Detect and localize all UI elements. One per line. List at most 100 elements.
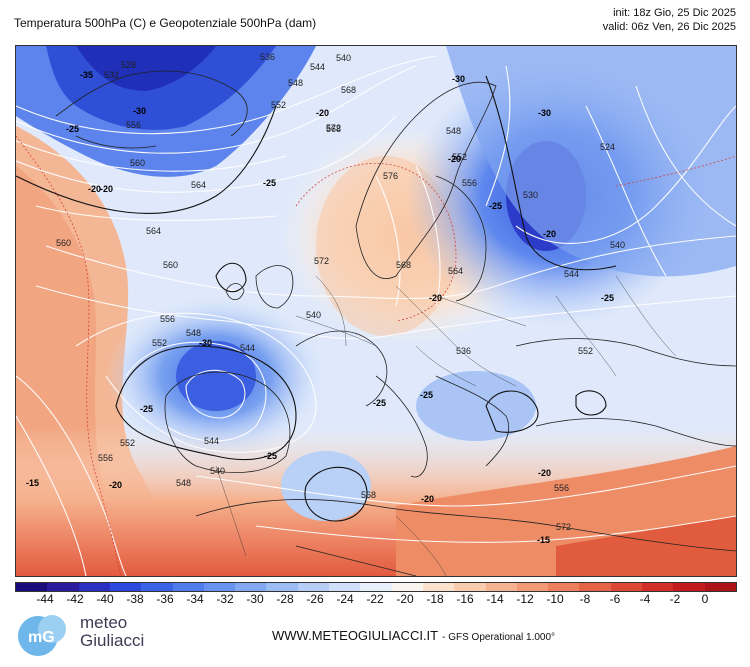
temp-label: -20 [88,184,101,194]
colorbar-swatch [78,583,111,591]
colorbar-tick: -16 [456,592,474,606]
colorbar-swatch [610,583,643,591]
height-label: 568 [341,85,356,95]
valid-time: valid: 06z Ven, 26 Dic 2025 [602,21,736,33]
country-borders [215,275,677,576]
temp-label: -20 [109,480,122,490]
colorbar-swatch [454,583,487,591]
colorbar-tick: -12 [516,592,534,606]
colorbar-tick: -28 [276,592,294,606]
height-label: 568 [361,490,376,500]
height-label: 548 [186,328,201,338]
height-label: 568 [326,124,341,134]
colorbar-swatch [360,583,393,591]
colorbar-swatch [704,583,737,591]
temp-label: -35 [80,70,93,80]
height-label: 552 [120,438,135,448]
brand-line2: Giuliacci [80,631,145,650]
colorbar-swatch [329,583,361,591]
colorbar-swatch [47,583,80,591]
height-label: 572 [314,256,329,266]
brand-name: meteo Giuliacci [80,614,144,650]
height-labels: 528 532 536 540 544 548 552 556 560 564 … [56,52,625,532]
temp-label: -30 [452,74,465,84]
colorbar-swatch [391,583,424,591]
temp-label: -25 [263,178,276,188]
height-label: 544 [310,62,325,72]
temp-label: -20 [429,293,442,303]
temperature-isolines-warm [16,135,736,576]
colorbar-tick: -24 [336,592,354,606]
init-time: init: 18z Gio, 25 Dic 2025 [613,7,736,19]
temperature-labels: -35 -30 -25 -20 -20 -25 -30 -30 -25 -20 … [26,70,614,545]
height-label: 552 [578,346,593,356]
meteogiuliacci-logo: mG [18,615,66,656]
height-label: 536 [456,346,471,356]
height-label: 560 [163,260,178,270]
height-label: 564 [146,226,161,236]
colorbar-tick: -44 [36,592,54,606]
temp-label: -25 [601,293,614,303]
colorbar-tick: -2 [669,592,681,606]
height-label: 560 [56,238,71,248]
temp-label: -20 [100,184,113,194]
temp-label: -25 [489,201,502,211]
colorbar-swatch [172,583,205,591]
temp-label: -25 [66,124,79,134]
height-label: 540 [210,466,225,476]
colorbar-swatch [266,583,299,591]
temperature-colorbar [15,582,737,592]
colorbar-swatch [16,583,48,591]
colorbar-tick: -14 [486,592,504,606]
footer: WWW.METEOGIULIACCI.IT - GFS Operational 1… [272,628,555,643]
height-label: 548 [288,78,303,88]
height-label: 556 [554,483,569,493]
height-label: 556 [126,120,141,130]
height-label: 540 [306,310,321,320]
height-label: 530 [523,190,538,200]
colorbar-tick: -8 [579,592,591,606]
colorbar-swatch [642,583,674,591]
colorbar-tick: 0 [701,592,709,606]
height-label: 556 [462,178,477,188]
temperature-isolines [16,75,617,522]
colorbar-swatch [141,583,173,591]
colorbar-swatch [203,583,236,591]
colorbar-swatch [516,583,549,591]
colorbar-swatch [485,583,518,591]
colorbar-swatch [548,583,580,591]
temp-label: -25 [373,398,386,408]
height-label: 544 [240,343,255,353]
run-info: init: 18z Gio, 25 Dic 2025 valid: 06z Ve… [603,6,736,34]
colorbar-tick: -30 [246,592,264,606]
height-label: 540 [610,240,625,250]
colorbar-tick: -38 [126,592,144,606]
height-label: 572 [556,522,571,532]
colorbar-tick: -40 [96,592,114,606]
colorbar-swatch [579,583,612,591]
temp-label: -20 [543,229,556,239]
height-label: 548 [446,126,461,136]
height-label: 560 [130,158,145,168]
colorbar-swatch [235,583,267,591]
model-info: - GFS Operational 1.000° [442,632,556,643]
height-label: 552 [452,152,467,162]
colorbar-tick: -22 [366,592,384,606]
temp-label: -15 [537,535,550,545]
height-label: 552 [271,100,286,110]
brand-line1: meteo [80,613,128,632]
height-label: 540 [336,53,351,63]
height-label: 568 [396,260,411,270]
height-label: 536 [260,52,275,62]
height-label: 544 [564,269,579,279]
temp-label: -20 [421,494,434,504]
temp-label: -15 [26,478,39,488]
temp-label: -25 [140,404,153,414]
site-url[interactable]: WWW.METEOGIULIACCI.IT [272,628,439,643]
height-label: 528 [121,60,136,70]
height-label: 524 [600,142,615,152]
temp-label: -20 [316,108,329,118]
colorbar-tick: -6 [609,592,621,606]
height-label: 552 [152,338,167,348]
temp-label: -30 [133,106,146,116]
